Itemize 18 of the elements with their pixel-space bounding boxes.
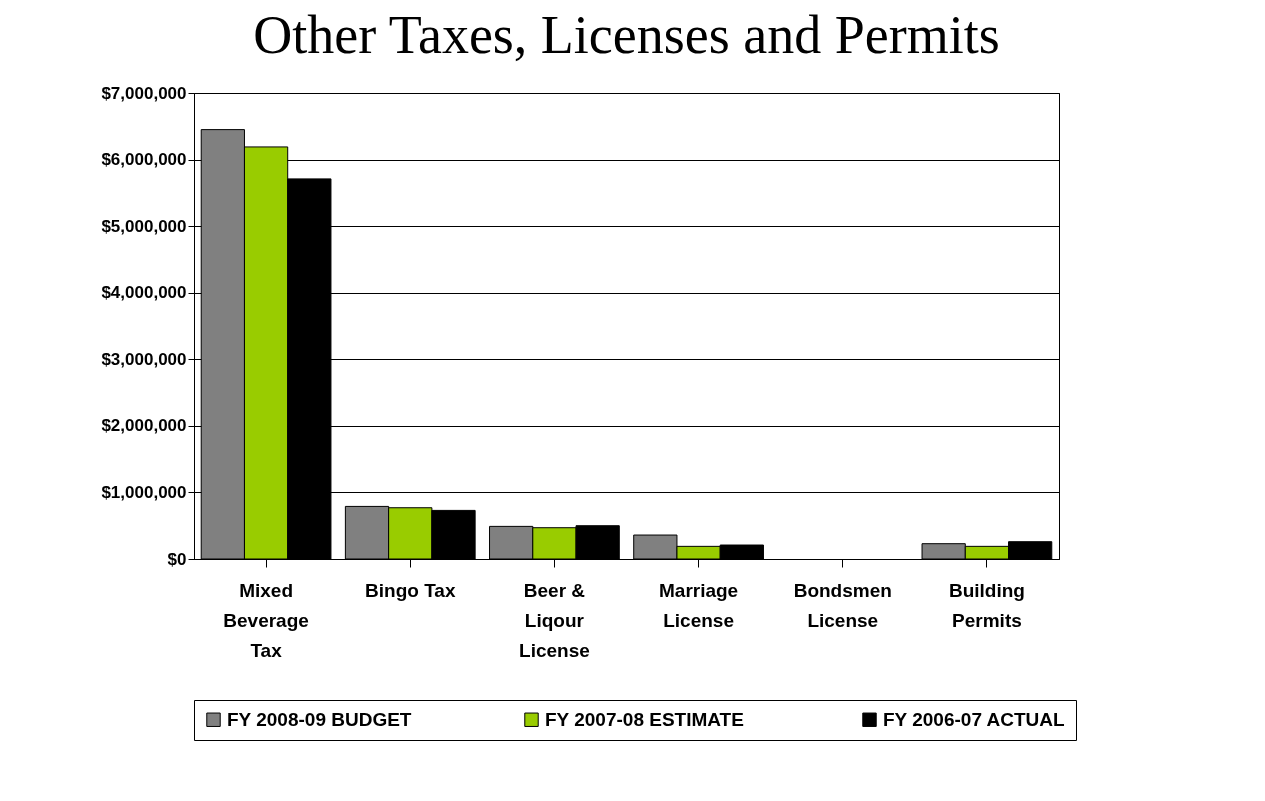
y-tick-label: $1,000,000 (101, 482, 187, 502)
legend-label: FY 2007-08 ESTIMATE (545, 708, 744, 730)
y-tick-label: $3,000,000 (101, 349, 187, 369)
x-tick-label: Bondsmen License (793, 579, 892, 631)
x-tick-label: Marriage License (658, 579, 739, 631)
legend-label: FY 2008-09 BUDGET (227, 708, 412, 730)
chart-title: Other Taxes, Licenses and Permits (253, 5, 1000, 65)
x-tick-label: Mixed Beverage Tax (223, 579, 309, 661)
x-tick-label: Building Permits (948, 579, 1025, 631)
x-tick-label: Bingo Tax (365, 579, 456, 601)
legend-label: FY 2006-07 ACTUAL (883, 708, 1066, 730)
y-tick-label: $2,000,000 (101, 416, 187, 436)
y-tick-label: $7,000,000 (101, 83, 187, 103)
y-tick-label: $6,000,000 (101, 150, 187, 170)
y-tick-label: $4,000,000 (101, 283, 187, 303)
y-tick-label: $5,000,000 (101, 216, 187, 236)
x-tick-label: Beer & Liqour License (519, 579, 590, 661)
y-tick-label: $0 (167, 549, 187, 569)
